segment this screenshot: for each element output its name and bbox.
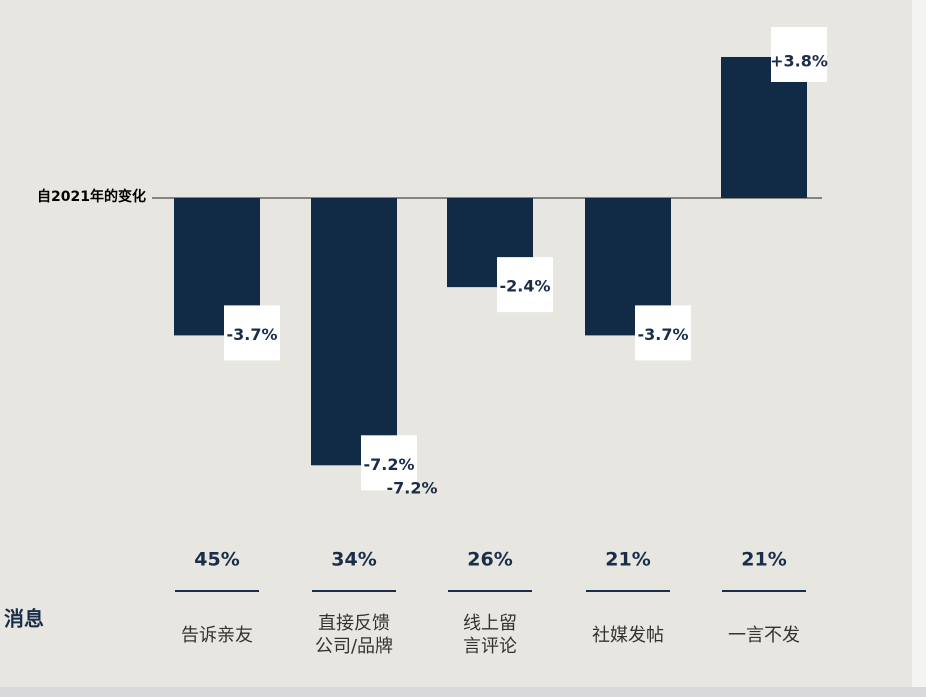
value-label: -3.7% xyxy=(226,325,277,344)
label-box xyxy=(635,305,691,361)
value-label: +3.8% xyxy=(770,51,828,70)
value-label: -2.4% xyxy=(499,277,550,296)
extra-label: -7.2% xyxy=(386,479,437,498)
side-text: 消息 xyxy=(4,607,44,631)
share-label: 34% xyxy=(331,549,376,571)
x-tick-label: 直接反馈 xyxy=(318,613,390,634)
x-tick-label: 一言不发 xyxy=(728,625,800,646)
x-tick-label: 告诉亲友 xyxy=(181,625,253,646)
share-label: 21% xyxy=(741,549,786,571)
value-label: -3.7% xyxy=(637,325,688,344)
x-tick-label: 线上留 xyxy=(463,613,517,634)
toolbar xyxy=(0,687,926,697)
label-box xyxy=(497,257,553,313)
x-tick-label: 公司/品牌 xyxy=(315,636,393,657)
scroll-edge xyxy=(912,0,926,697)
share-label: 21% xyxy=(605,549,650,571)
share-label: 26% xyxy=(467,549,512,571)
baseline-label: 自2021年的变化 xyxy=(37,188,146,205)
label-box xyxy=(771,26,827,82)
x-tick-label: 言评论 xyxy=(463,636,517,657)
x-tick-label: 社媒发帖 xyxy=(592,625,664,646)
label-box xyxy=(224,305,280,361)
value-label: -7.2% xyxy=(363,455,414,474)
label-box xyxy=(361,435,417,491)
share-label: 45% xyxy=(194,549,239,571)
bar xyxy=(311,198,397,466)
